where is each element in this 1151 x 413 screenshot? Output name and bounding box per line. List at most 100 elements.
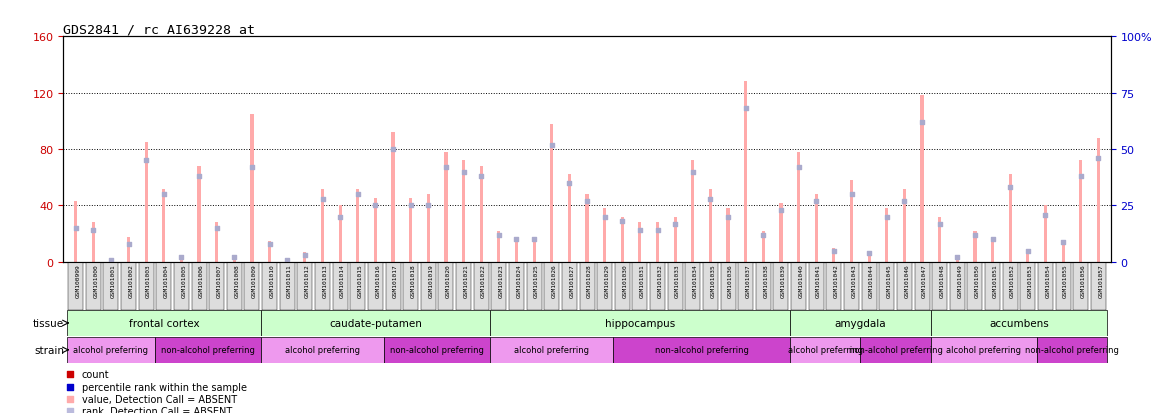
- Bar: [921, 96, 923, 262]
- Text: GSM101014: GSM101014: [341, 263, 345, 297]
- Point: [1089, 155, 1107, 162]
- Text: GSM101025: GSM101025: [534, 263, 539, 297]
- Text: caudate-putamen: caudate-putamen: [329, 318, 422, 328]
- Text: GSM101047: GSM101047: [922, 263, 927, 297]
- Bar: [1044, 206, 1047, 262]
- FancyBboxPatch shape: [897, 262, 912, 310]
- Point: [402, 203, 420, 209]
- Point: [983, 236, 1001, 243]
- FancyBboxPatch shape: [104, 262, 119, 310]
- Point: [455, 169, 473, 176]
- Text: GSM101029: GSM101029: [604, 263, 610, 297]
- Point: [61, 371, 79, 377]
- Point: [61, 396, 79, 402]
- Point: [877, 214, 895, 221]
- Point: [754, 232, 772, 239]
- Text: GSM101011: GSM101011: [288, 263, 292, 297]
- Text: GSM101053: GSM101053: [1028, 263, 1032, 297]
- Text: GSM101031: GSM101031: [640, 263, 645, 297]
- Bar: [127, 237, 130, 262]
- FancyBboxPatch shape: [421, 262, 436, 310]
- FancyBboxPatch shape: [491, 262, 506, 310]
- Point: [913, 119, 931, 126]
- Text: GSM101043: GSM101043: [852, 263, 856, 297]
- Text: GSM101054: GSM101054: [1045, 263, 1051, 297]
- Bar: [444, 152, 448, 262]
- Bar: [586, 195, 588, 262]
- FancyBboxPatch shape: [632, 262, 647, 310]
- Bar: [67, 337, 155, 363]
- FancyBboxPatch shape: [650, 262, 665, 310]
- Bar: [955, 255, 959, 262]
- Text: GSM101037: GSM101037: [746, 263, 750, 297]
- FancyBboxPatch shape: [950, 262, 965, 310]
- Text: GSM101002: GSM101002: [129, 263, 134, 297]
- Point: [824, 248, 843, 254]
- Point: [190, 173, 208, 180]
- Text: GSM101003: GSM101003: [146, 263, 151, 297]
- FancyBboxPatch shape: [544, 262, 559, 310]
- FancyBboxPatch shape: [915, 262, 930, 310]
- Point: [948, 254, 967, 261]
- Point: [701, 196, 719, 202]
- Point: [790, 164, 808, 171]
- Bar: [868, 251, 870, 262]
- FancyBboxPatch shape: [244, 262, 259, 310]
- Text: non-alcohol preferring: non-alcohol preferring: [161, 346, 254, 354]
- Text: rank, Detection Call = ABSENT: rank, Detection Call = ABSENT: [82, 406, 233, 413]
- Bar: [974, 231, 976, 262]
- Point: [61, 408, 79, 413]
- Bar: [613, 337, 790, 363]
- Text: GSM101044: GSM101044: [869, 263, 874, 297]
- Text: GSM101008: GSM101008: [235, 263, 239, 297]
- Bar: [261, 337, 384, 363]
- FancyBboxPatch shape: [262, 262, 277, 310]
- Point: [525, 236, 543, 243]
- FancyBboxPatch shape: [403, 262, 418, 310]
- Bar: [762, 231, 765, 262]
- Text: non-alcohol preferring: non-alcohol preferring: [655, 346, 748, 354]
- Bar: [462, 161, 465, 262]
- Text: GSM101013: GSM101013: [322, 263, 328, 297]
- Text: GSM101009: GSM101009: [252, 263, 257, 297]
- Text: alcohol preferring: alcohol preferring: [285, 346, 360, 354]
- FancyBboxPatch shape: [1091, 262, 1106, 310]
- Text: GSM101042: GSM101042: [833, 263, 839, 297]
- Bar: [790, 310, 931, 336]
- Point: [366, 203, 384, 209]
- Point: [595, 214, 613, 221]
- FancyBboxPatch shape: [721, 262, 735, 310]
- Text: GSM101038: GSM101038: [763, 263, 769, 297]
- FancyBboxPatch shape: [826, 262, 841, 310]
- Point: [860, 250, 878, 256]
- Text: alcohol preferring: alcohol preferring: [514, 346, 589, 354]
- Point: [331, 214, 350, 221]
- FancyBboxPatch shape: [456, 262, 471, 310]
- Point: [67, 225, 85, 232]
- Text: GSM101016: GSM101016: [375, 263, 381, 297]
- FancyBboxPatch shape: [209, 262, 224, 310]
- FancyBboxPatch shape: [738, 262, 753, 310]
- Text: GSM101010: GSM101010: [269, 263, 275, 297]
- FancyBboxPatch shape: [844, 262, 859, 310]
- FancyBboxPatch shape: [1055, 262, 1070, 310]
- FancyBboxPatch shape: [509, 262, 524, 310]
- Text: non-alcohol preferring: non-alcohol preferring: [1026, 346, 1119, 354]
- Bar: [268, 241, 272, 262]
- Point: [648, 228, 666, 234]
- Text: value, Detection Call = ABSENT: value, Detection Call = ABSENT: [82, 394, 237, 404]
- Text: GSM101020: GSM101020: [445, 263, 451, 297]
- Point: [561, 180, 579, 187]
- Text: GSM101006: GSM101006: [199, 263, 204, 297]
- Bar: [673, 217, 677, 262]
- Point: [226, 254, 244, 261]
- FancyBboxPatch shape: [138, 262, 154, 310]
- FancyBboxPatch shape: [280, 262, 295, 310]
- Bar: [356, 189, 359, 262]
- Point: [436, 164, 455, 171]
- Point: [383, 147, 402, 153]
- Text: GSM101004: GSM101004: [163, 263, 169, 297]
- Text: GSM101021: GSM101021: [464, 263, 468, 297]
- FancyBboxPatch shape: [86, 262, 101, 310]
- Bar: [931, 337, 1037, 363]
